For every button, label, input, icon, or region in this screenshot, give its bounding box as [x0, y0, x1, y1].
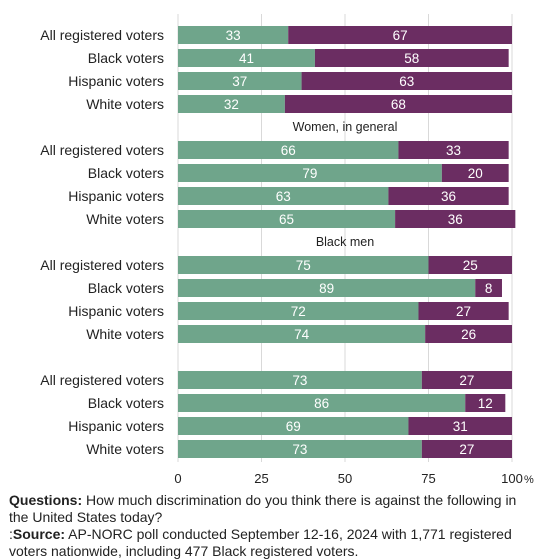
data-label: 73 — [292, 442, 307, 457]
bar-segment — [178, 279, 476, 297]
x-tick-label: 100 — [501, 471, 523, 486]
bar-segment — [178, 417, 409, 435]
bar-segment — [178, 394, 466, 412]
data-label: 32 — [224, 97, 239, 112]
bar-segment — [178, 440, 422, 458]
bar-segment — [418, 302, 509, 320]
data-label: 69 — [286, 419, 301, 434]
bar-segment — [395, 210, 516, 228]
category-label: All registered voters — [40, 257, 164, 273]
data-label: 72 — [291, 304, 306, 319]
source-text: AP-NORC poll conducted September 12-16, … — [9, 526, 512, 559]
bar-segment — [475, 279, 502, 297]
category-label: All registered voters — [40, 142, 164, 158]
bar-segment — [421, 371, 512, 389]
data-label: 65 — [279, 212, 294, 227]
data-label: 31 — [453, 419, 468, 434]
bar-segment — [314, 49, 509, 67]
category-label: White voters — [86, 326, 164, 342]
category-label: Black voters — [88, 280, 164, 296]
questions-label: Questions: — [9, 492, 83, 508]
category-label: Hispanic voters — [68, 73, 164, 89]
x-unit-label: % — [524, 474, 534, 486]
data-label: 27 — [459, 373, 474, 388]
data-label: 12 — [478, 396, 493, 411]
questions-text: How much discrimination do you think the… — [9, 492, 517, 525]
data-label: 25 — [463, 258, 478, 273]
bar-segment — [178, 141, 399, 159]
data-label: 33 — [446, 143, 461, 158]
category-label: Black voters — [88, 165, 164, 181]
data-label: 20 — [468, 166, 483, 181]
category-label: White voters — [86, 96, 164, 112]
x-tick-label: 0 — [174, 471, 181, 486]
category-label: All registered voters — [40, 27, 164, 43]
bar-segment — [178, 49, 315, 67]
bar-segment — [178, 72, 302, 90]
data-label: 58 — [404, 51, 419, 66]
bar-segment — [428, 256, 512, 274]
data-label: 79 — [302, 166, 317, 181]
data-label: 36 — [441, 189, 456, 204]
bar-segment — [178, 256, 429, 274]
questions-note: Questions: How much discrimination do yo… — [9, 492, 539, 526]
bar-segment — [408, 417, 512, 435]
data-label: 68 — [391, 97, 406, 112]
data-label: 74 — [294, 327, 310, 342]
category-label: White voters — [86, 441, 164, 457]
category-label: Black voters — [88, 50, 164, 66]
bar-segment — [178, 95, 285, 113]
data-label: 89 — [319, 281, 334, 296]
data-label: 26 — [461, 327, 476, 342]
data-label: 8 — [485, 281, 493, 296]
bar-segment — [178, 302, 419, 320]
bar-segment — [178, 164, 442, 182]
bar-segment — [301, 72, 512, 90]
data-label: 41 — [239, 51, 254, 66]
data-label: 36 — [448, 212, 463, 227]
category-label: Hispanic voters — [68, 303, 164, 319]
data-label: 73 — [292, 373, 307, 388]
data-label: 27 — [456, 304, 471, 319]
data-label: 33 — [226, 28, 241, 43]
data-label: 27 — [459, 442, 474, 457]
stacked-bar-chart: All registered voters 33 67 Black voters 41 5… — [40, 14, 534, 486]
bar-segment — [441, 164, 509, 182]
bar-segment — [398, 141, 509, 159]
source-note: :Source: AP-NORC poll conducted Septembe… — [9, 526, 539, 560]
bar-segment — [178, 371, 422, 389]
x-tick-label: 75 — [421, 471, 435, 486]
data-label: 67 — [393, 28, 408, 43]
category-label: White voters — [86, 211, 164, 227]
data-label: 63 — [276, 189, 291, 204]
data-label: 75 — [296, 258, 311, 273]
source-prefix: : — [9, 526, 13, 542]
bar-segment — [288, 26, 512, 44]
data-label: 37 — [232, 74, 247, 89]
x-tick-label: 50 — [338, 471, 352, 486]
bar-segment — [421, 440, 512, 458]
source-label: Source: — [12, 526, 66, 542]
bar-segment — [284, 95, 512, 113]
data-label: 86 — [314, 396, 329, 411]
group-subtitle: Black men — [316, 235, 374, 249]
bar-segment — [425, 325, 512, 343]
x-tick-label: 25 — [254, 471, 268, 486]
bar-segment — [465, 394, 506, 412]
data-label: 63 — [399, 74, 414, 89]
category-label: Hispanic voters — [68, 418, 164, 434]
bar-segment — [178, 325, 426, 343]
category-label: Hispanic voters — [68, 188, 164, 204]
bar-segment — [178, 26, 289, 44]
data-label: 66 — [281, 143, 296, 158]
bar-segment — [388, 187, 509, 205]
bar-segment — [178, 187, 389, 205]
category-label: All registered voters — [40, 372, 164, 388]
bar-segment — [178, 210, 396, 228]
category-label: Black voters — [88, 395, 164, 411]
group-subtitle: Women, in general — [293, 120, 398, 134]
